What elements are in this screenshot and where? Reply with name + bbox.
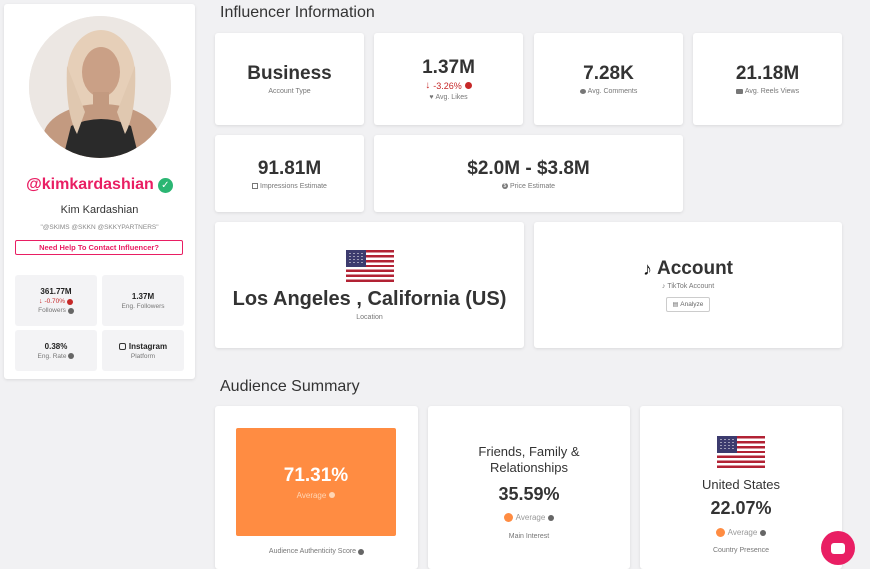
main-interest-card: Friends, Family & Relationships 35.59% A… — [428, 406, 630, 569]
account-type-card: Business Account Type — [215, 33, 364, 125]
price-estimate-card: $2.0M - $3.8M $ Price Estimate — [374, 135, 683, 212]
avg-likes-card: 1.37M ↓ -3.26% ♥ Avg. Likes — [374, 33, 523, 125]
info-icon[interactable] — [67, 307, 74, 314]
impressions-card: 91.81M Impressions Estimate — [215, 135, 364, 212]
profile-card: @kimkardashian ✓ Kim Kardashian "@SKIMS … — [4, 4, 195, 379]
heart-icon: ♥ — [429, 94, 434, 101]
influencer-info-title: Influencer Information — [220, 4, 375, 21]
platform-value: Instagram — [128, 341, 168, 351]
chat-button[interactable] — [821, 531, 855, 565]
info-icon[interactable] — [548, 514, 555, 521]
comment-icon — [579, 89, 586, 94]
eng-followers-stat: 1.37M Eng. Followers — [102, 275, 184, 326]
interest-rating: Average — [515, 513, 546, 522]
interest-name: Friends, Family & Relationships — [478, 444, 580, 475]
platform-stat: Instagram Platform — [102, 330, 184, 371]
info-icon[interactable] — [68, 353, 75, 359]
interest-label: Main Interest — [508, 533, 550, 540]
tiktok-account-label: TikTok Account — [667, 283, 715, 290]
location-value: Los Angeles , California (US) — [232, 287, 507, 310]
tiktok-account-value: Account — [657, 258, 733, 279]
average-dot-icon — [503, 513, 513, 522]
country-name: United States — [701, 477, 781, 492]
arrow-down-icon: ↓ — [38, 298, 43, 305]
authenticity-rating: Average — [296, 490, 327, 500]
authenticity-label: Audience Authenticity Score — [268, 548, 357, 555]
profile-bio: "@SKIMS @SKKN @SKKYPARTNERS" — [40, 224, 159, 231]
info-icon[interactable] — [464, 82, 472, 89]
verified-icon: ✓ — [157, 177, 173, 193]
impressions-value: 91.81M — [257, 157, 322, 179]
info-icon — [67, 298, 74, 305]
dollar-icon: $ — [501, 183, 508, 189]
analyze-button[interactable]: ▤ Analyze — [665, 297, 711, 312]
eng-rate-label: Eng. Rate — [37, 352, 67, 360]
location-card: Los Angeles , California (US) Location — [215, 222, 524, 348]
authenticity-value: 71.31% — [283, 464, 349, 486]
instagram-icon — [118, 342, 126, 350]
location-label: Location — [356, 313, 383, 321]
followers-label: Followers — [38, 307, 66, 314]
authenticity-card: 71.31% Average Audience Authenticity Sco… — [215, 406, 418, 569]
followers-change: -0.70% — [44, 298, 66, 305]
country-rating: Average — [727, 528, 758, 537]
arrow-down-icon: ↓ — [425, 80, 431, 91]
price-estimate-value: $2.0M - $3.8M — [467, 157, 590, 179]
tiktok-icon: ♪ — [643, 258, 652, 279]
building-icon — [252, 183, 259, 189]
info-icon[interactable] — [760, 529, 767, 536]
eng-followers-value: 1.37M — [131, 291, 155, 301]
avg-likes-value: 1.37M — [422, 57, 475, 78]
video-icon — [735, 89, 743, 94]
account-type-value: Business — [247, 63, 332, 84]
profile-name: Kim Kardashian — [60, 204, 139, 216]
avg-comments-label: Avg. Comments — [587, 88, 638, 95]
avg-comments-value: 7.28K — [583, 63, 634, 84]
avg-reels-views-value: 21.18M — [735, 63, 800, 84]
interest-value: 35.59% — [498, 484, 560, 504]
country-label: Country Presence — [712, 547, 770, 554]
audience-summary-title: Audience Summary — [220, 378, 360, 395]
us-flag-icon — [345, 249, 394, 282]
eng-rate-value: 0.38% — [44, 341, 68, 351]
platform-label: Platform — [130, 352, 156, 360]
analyze-label: Analyze — [680, 301, 704, 308]
country-value: 22.07% — [710, 498, 772, 518]
contact-influencer-button[interactable]: Need Help To Contact Influencer? — [15, 240, 183, 255]
country-presence-card: United States 22.07% Average Country Pre… — [640, 406, 842, 569]
tiktok-small-icon: ♪ — [661, 283, 666, 290]
avg-reels-views-label: Avg. Reels Views — [744, 88, 800, 95]
avg-likes-change: -3.26% — [433, 80, 462, 91]
impressions-label: Impressions Estimate — [260, 182, 327, 190]
tiktok-card: ♪ Account ♪ TikTok Account ▤ Analyze — [534, 222, 842, 348]
account-type-label: Account Type — [268, 88, 311, 95]
us-flag-icon — [717, 436, 765, 468]
followers-stat: 361.77M ↓ -0.70% Followers — [15, 275, 97, 326]
average-dot-icon — [715, 528, 725, 537]
avg-reels-views-card: 21.18M Avg. Reels Views — [693, 33, 842, 125]
authenticity-score-box: 71.31% Average — [236, 428, 396, 536]
price-estimate-label: Price Estimate — [509, 182, 556, 190]
chat-icon — [831, 542, 845, 554]
eng-followers-label: Eng. Followers — [121, 302, 165, 310]
followers-value: 361.77M — [40, 287, 72, 296]
avg-comments-card: 7.28K Avg. Comments — [534, 33, 683, 125]
avg-likes-label: Avg. Likes — [435, 94, 468, 101]
avatar — [29, 16, 171, 158]
info-icon[interactable] — [329, 492, 336, 498]
info-icon[interactable] — [358, 548, 365, 555]
chart-icon: ▤ — [672, 302, 679, 308]
eng-rate-stat: 0.38% Eng. Rate — [15, 330, 97, 371]
profile-handle[interactable]: @kimkardashian — [26, 176, 154, 193]
